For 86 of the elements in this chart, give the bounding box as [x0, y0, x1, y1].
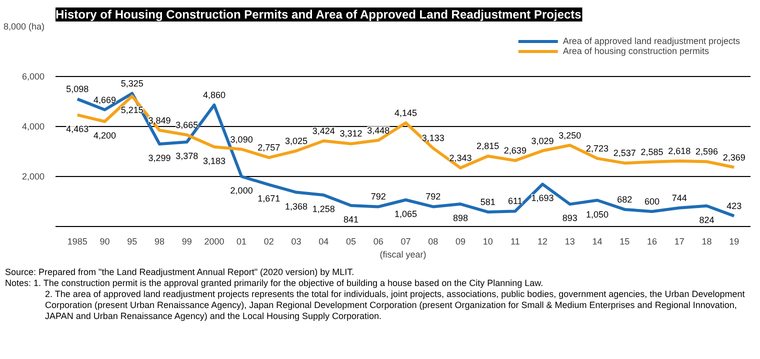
data-label: 682 — [617, 194, 632, 204]
data-label: 3,183 — [202, 156, 226, 166]
x-tick-label: 10 — [482, 236, 493, 246]
data-label: 3,090 — [230, 134, 253, 144]
x-tick-label: 90 — [100, 236, 110, 246]
data-label: 2,596 — [695, 146, 718, 157]
data-label: 1,258 — [312, 204, 335, 214]
data-label: 3,029 — [531, 136, 554, 146]
data-label: 792 — [426, 192, 441, 202]
data-label: 2,815 — [476, 141, 500, 152]
data-label: 1,671 — [258, 194, 280, 204]
x-tick-label: 19 — [729, 236, 740, 246]
data-label: 1,693 — [531, 193, 554, 204]
x-tick-label: 17 — [674, 236, 684, 246]
x-tick-label: 04 — [318, 236, 329, 246]
x-tick-label: 99 — [182, 236, 192, 246]
x-tick-label: 01 — [236, 236, 247, 246]
data-label: 841 — [344, 214, 359, 224]
data-label: 581 — [480, 196, 496, 207]
data-label: 3,849 — [148, 115, 171, 126]
data-label: 3,025 — [285, 136, 308, 146]
x-tick-label: 13 — [564, 236, 575, 246]
data-label: 3,448 — [367, 125, 390, 136]
data-label: 3,378 — [176, 151, 198, 162]
data-label: 2,639 — [504, 146, 526, 156]
text: Notes: 1. The construction permit is the approval granted primarily for the objective of building a house based on the City Planning Law. — [5, 278, 544, 289]
y-tick-label: 6,000 — [22, 72, 45, 82]
data-label: 3,312 — [340, 128, 362, 139]
data-label: 3,424 — [312, 126, 335, 136]
source-note: Source: Prepared from "the Land Readjustment Annual Report" (2020 version) by MLIT. — [5, 267, 356, 278]
data-label: 792 — [370, 192, 386, 202]
data-label: 893 — [562, 213, 578, 224]
data-label: 2,723 — [586, 143, 609, 154]
x-tick-label: 06 — [373, 236, 384, 246]
x-tick-label: 15 — [620, 236, 630, 246]
data-label: 2,369 — [722, 152, 746, 162]
data-label: 2,757 — [258, 142, 280, 153]
x-tick-label: 02 — [264, 236, 274, 246]
data-label: 824 — [699, 214, 714, 225]
legend-label: Area of housing construction permits — [562, 46, 709, 56]
data-label: 4,669 — [93, 94, 116, 105]
text: 2. The area of approved land readjustment projects represents the total for individuals, joint projects, associations, public bodies, government agencies, the Urban Development Corporation (present Urban Renaissance Agency), Japan Regional Development Corporation (present Organization for Small & Medium Enterprises and Regional Innovation, JAPAN and Urban Renaissance Agency) and the Local Housing Supply Corporation. — [45, 289, 746, 322]
x-axis-title: (fiscal year) — [380, 250, 426, 260]
data-label: 2,618 — [668, 146, 691, 156]
data-label: 3,299 — [148, 153, 171, 164]
data-label: 611 — [508, 196, 522, 206]
data-label: 4,463 — [66, 124, 89, 134]
x-tick-label: 11 — [510, 236, 520, 246]
data-label: 898 — [452, 213, 468, 224]
data-label: 2,343 — [449, 152, 472, 163]
data-label: 2,537 — [613, 148, 636, 158]
data-label: 5,215 — [120, 105, 144, 116]
data-label: 600 — [644, 196, 660, 206]
chart-title: History of Housing Construction Permits and Area of Approved Land Readjustment Projects — [56, 8, 582, 22]
data-label: 744 — [672, 192, 687, 203]
legend-label: Area of approved land readjustment projects — [562, 36, 740, 46]
x-tick-label: 03 — [291, 236, 302, 246]
data-label: 4,860 — [202, 90, 226, 100]
y-tick-label: 2,000 — [22, 172, 45, 182]
x-tick-label: 05 — [346, 236, 356, 246]
data-label: 2,585 — [640, 146, 664, 157]
x-tick-label: 07 — [400, 236, 411, 246]
x-tick-label: 09 — [455, 236, 466, 246]
x-tick-label: 98 — [154, 236, 164, 246]
x-tick-label: 18 — [702, 236, 712, 246]
data-label: 4,200 — [93, 130, 116, 140]
x-tick-label: 2000 — [204, 236, 224, 246]
y-tick-label: 8,000 (ha) — [3, 22, 45, 32]
data-label: 3,665 — [176, 120, 198, 130]
x-tick-label: 1985 — [67, 236, 88, 246]
data-label: 3,250 — [558, 130, 582, 140]
x-tick-label: 95 — [127, 236, 138, 246]
data-label: 3,133 — [422, 133, 444, 144]
data-label: 1,050 — [586, 209, 609, 220]
data-label: 5,098 — [66, 84, 89, 94]
x-tick-label: 14 — [592, 236, 602, 246]
x-tick-label: 16 — [646, 236, 658, 246]
data-label: 4,145 — [394, 108, 418, 118]
data-label: 423 — [726, 200, 742, 211]
data-label: 1,368 — [285, 201, 308, 212]
data-label: 1,065 — [394, 208, 418, 219]
data-label: 2,000 — [230, 186, 253, 196]
x-tick-label: 08 — [428, 236, 438, 246]
data-label: 5,325 — [120, 78, 144, 88]
y-tick-label: 4,000 — [22, 122, 45, 132]
x-tick-label: 12 — [538, 236, 548, 246]
